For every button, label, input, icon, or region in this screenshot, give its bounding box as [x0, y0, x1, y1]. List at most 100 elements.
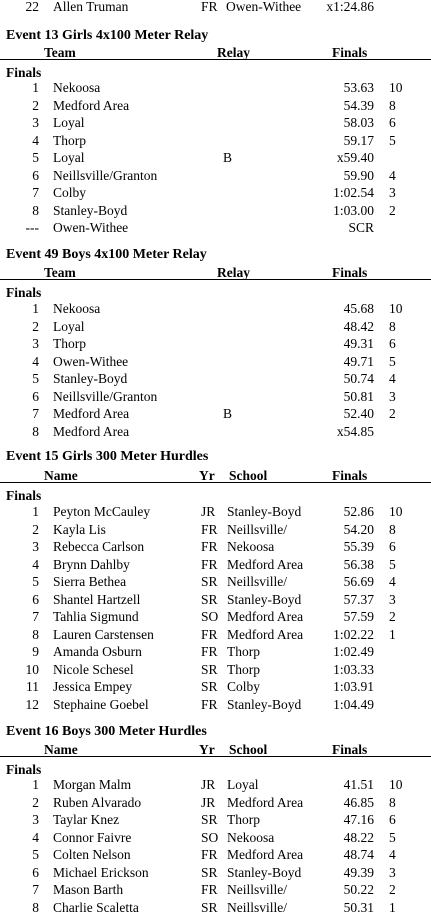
- athlete-name: Kayla Lis: [53, 521, 106, 537]
- table-row: 3 Taylar Knez SR Thorp 47.16 6: [0, 811, 431, 829]
- place: 8: [32, 202, 39, 218]
- finals-time: 47.16: [343, 812, 374, 827]
- points: 1: [389, 626, 396, 642]
- table-row: 1 Nekoosa 45.68 10: [0, 300, 431, 318]
- place: 4: [32, 556, 39, 572]
- table-row: 1 Nekoosa 53.63 10: [0, 79, 431, 97]
- event-title-text: Event 49 Boys 4x100 Meter Relay: [6, 247, 207, 262]
- table-row: 6 Neillsville/Granton 50.81 3: [0, 388, 431, 406]
- column-header: Team Relay Finals: [0, 265, 431, 280]
- school: Medford Area: [227, 626, 304, 642]
- finals-time: 58.03: [343, 115, 374, 130]
- athlete-name: Sierra Bethea: [53, 574, 127, 589]
- place: 5: [32, 371, 39, 386]
- place: 6: [32, 591, 39, 607]
- header-relay: Relay: [217, 265, 250, 280]
- points: 5: [389, 556, 396, 572]
- table-row: 7 Mason Barth FR Neillsville/50.22 2: [0, 881, 431, 899]
- finals-time: 57.37: [343, 591, 374, 607]
- table-row: 7 Colby 1:02.54 3: [0, 184, 431, 202]
- team-name: Neillsville/Granton: [53, 167, 158, 183]
- finals-time: 48.74: [343, 847, 374, 862]
- finals-label-text: Finals: [6, 488, 42, 503]
- place: 4: [32, 829, 39, 845]
- table-row: 8 Medford Area x54.85: [0, 423, 431, 441]
- points: 3: [389, 388, 396, 404]
- header-finals: Finals: [332, 742, 368, 757]
- points: 4: [389, 847, 396, 862]
- table-row: 4 Owen-Withee 49.71 5: [0, 353, 431, 371]
- year: FR: [201, 882, 218, 897]
- finals-time: 50.31: [343, 899, 374, 915]
- place: 22: [25, 0, 40, 14]
- place: 7: [32, 609, 39, 624]
- year: FR: [201, 0, 218, 14]
- header-team: Team: [44, 45, 76, 60]
- year: SR: [201, 661, 218, 677]
- finals-time: 54.20: [343, 521, 374, 537]
- table-row: 2 Kayla Lis FR Neillsville/54.20 8: [0, 521, 431, 539]
- team-name: Loyal: [53, 150, 85, 165]
- table-row: 7 Medford Area B 52.40 2: [0, 405, 431, 423]
- event-title: Event 13 Girls 4x100 Meter Relay: [0, 27, 431, 45]
- header-finals: Finals: [332, 265, 368, 280]
- finals-label-text: Finals: [6, 762, 42, 777]
- school: Medford Area: [227, 609, 304, 624]
- year: SR: [201, 864, 218, 880]
- points: 2: [389, 406, 396, 421]
- table-row: 6 Neillsville/Granton 59.90 4: [0, 167, 431, 185]
- finals-time: 45.68: [343, 301, 374, 316]
- column-header: Name Yr School Finals: [0, 742, 431, 757]
- year: JR: [201, 794, 216, 810]
- relay-letter: B: [223, 406, 233, 421]
- table-row: 12 Stephaine Goebel FR Stanley-Boyd 1:04.49: [0, 696, 431, 714]
- team-name: Loyal: [53, 115, 85, 130]
- team-name: Stanley-Boyd: [53, 371, 128, 386]
- place: 7: [32, 185, 39, 200]
- points: 6: [389, 812, 396, 827]
- finals-time: 41.51: [343, 777, 374, 792]
- year: SO: [201, 609, 219, 624]
- points: 10: [389, 301, 403, 316]
- team-name: Thorp: [53, 336, 86, 351]
- finals-time: 48.22: [343, 829, 374, 845]
- school: Nekoosa: [227, 829, 275, 845]
- place: 11: [26, 679, 39, 694]
- year: FR: [201, 539, 218, 554]
- table-row: 3 Loyal 58.03 6: [0, 114, 431, 132]
- table-row: 2 Ruben Alvarado JR Medford Area 46.85 8: [0, 794, 431, 812]
- header-name: Name: [44, 468, 78, 483]
- table-row: 10 Nicole Schesel SR Thorp 1:03.33: [0, 661, 431, 679]
- year: SR: [201, 591, 218, 607]
- place: 10: [25, 661, 40, 677]
- header-relay: Relay: [217, 45, 250, 60]
- event-title: Event 15 Girls 300 Meter Hurdles: [0, 448, 431, 466]
- finals-time: 49.71: [343, 353, 374, 369]
- column-header: Name Yr School Finals: [0, 468, 431, 483]
- points: 10: [389, 777, 403, 792]
- points: 3: [389, 185, 396, 200]
- event-title-text: Event 13 Girls 4x100 Meter Relay: [6, 28, 209, 43]
- athlete-name: Amanda Osburn: [53, 644, 142, 659]
- table-row: 6 Michael Erickson SR Stanley-Boyd 49.39 3: [0, 864, 431, 882]
- table-row: 1 Peyton McCauley JR Stanley-Boyd 52.86 10: [0, 503, 431, 521]
- school: Neillsville/: [227, 521, 287, 537]
- finals-time: 56.69: [343, 574, 374, 589]
- place: 3: [32, 539, 39, 554]
- athlete-name: Taylar Knez: [53, 812, 120, 827]
- team-name: Owen-Withee: [53, 353, 129, 369]
- finals-time: 1:02.22: [333, 626, 374, 642]
- finals-time: 48.42: [343, 318, 374, 334]
- finals-time: 1:03.33: [333, 661, 374, 677]
- event-title: Event 49 Boys 4x100 Meter Relay: [0, 246, 431, 264]
- place: 6: [32, 864, 39, 880]
- athlete-name: Allen Truman: [53, 0, 129, 14]
- athlete-name: Ruben Alvarado: [53, 794, 142, 810]
- table-row: 4 Brynn Dahlby FR Medford Area 56.38 5: [0, 556, 431, 574]
- finals-time: SCR: [348, 220, 374, 235]
- table-row: 3 Rebecca Carlson FR Nekoosa 55.39 6: [0, 538, 431, 556]
- place: 5: [32, 847, 39, 862]
- table-row: 11 Jessica Empey SR Colby 1:03.91: [0, 678, 431, 696]
- place: 4: [32, 132, 39, 148]
- school: Neillsville/: [227, 574, 287, 589]
